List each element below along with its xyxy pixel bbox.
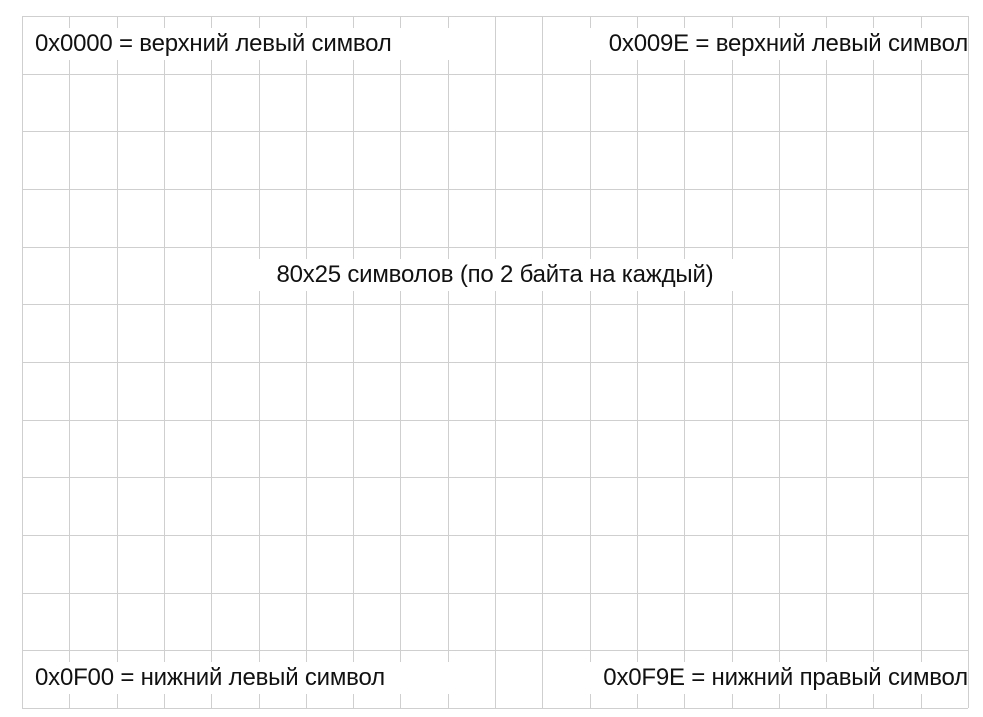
top-right-label: 0x009E = верхний левый символ — [544, 28, 968, 60]
center-label: 80x25 символов (по 2 байта на каждый) — [212, 259, 778, 291]
top-left-label: 0x0000 = верхний левый символ — [25, 28, 455, 60]
bottom-left-label: 0x0F00 = нижний левый символ — [25, 662, 455, 694]
bottom-right-label: 0x0F9E = нижний правый символ — [544, 662, 968, 694]
